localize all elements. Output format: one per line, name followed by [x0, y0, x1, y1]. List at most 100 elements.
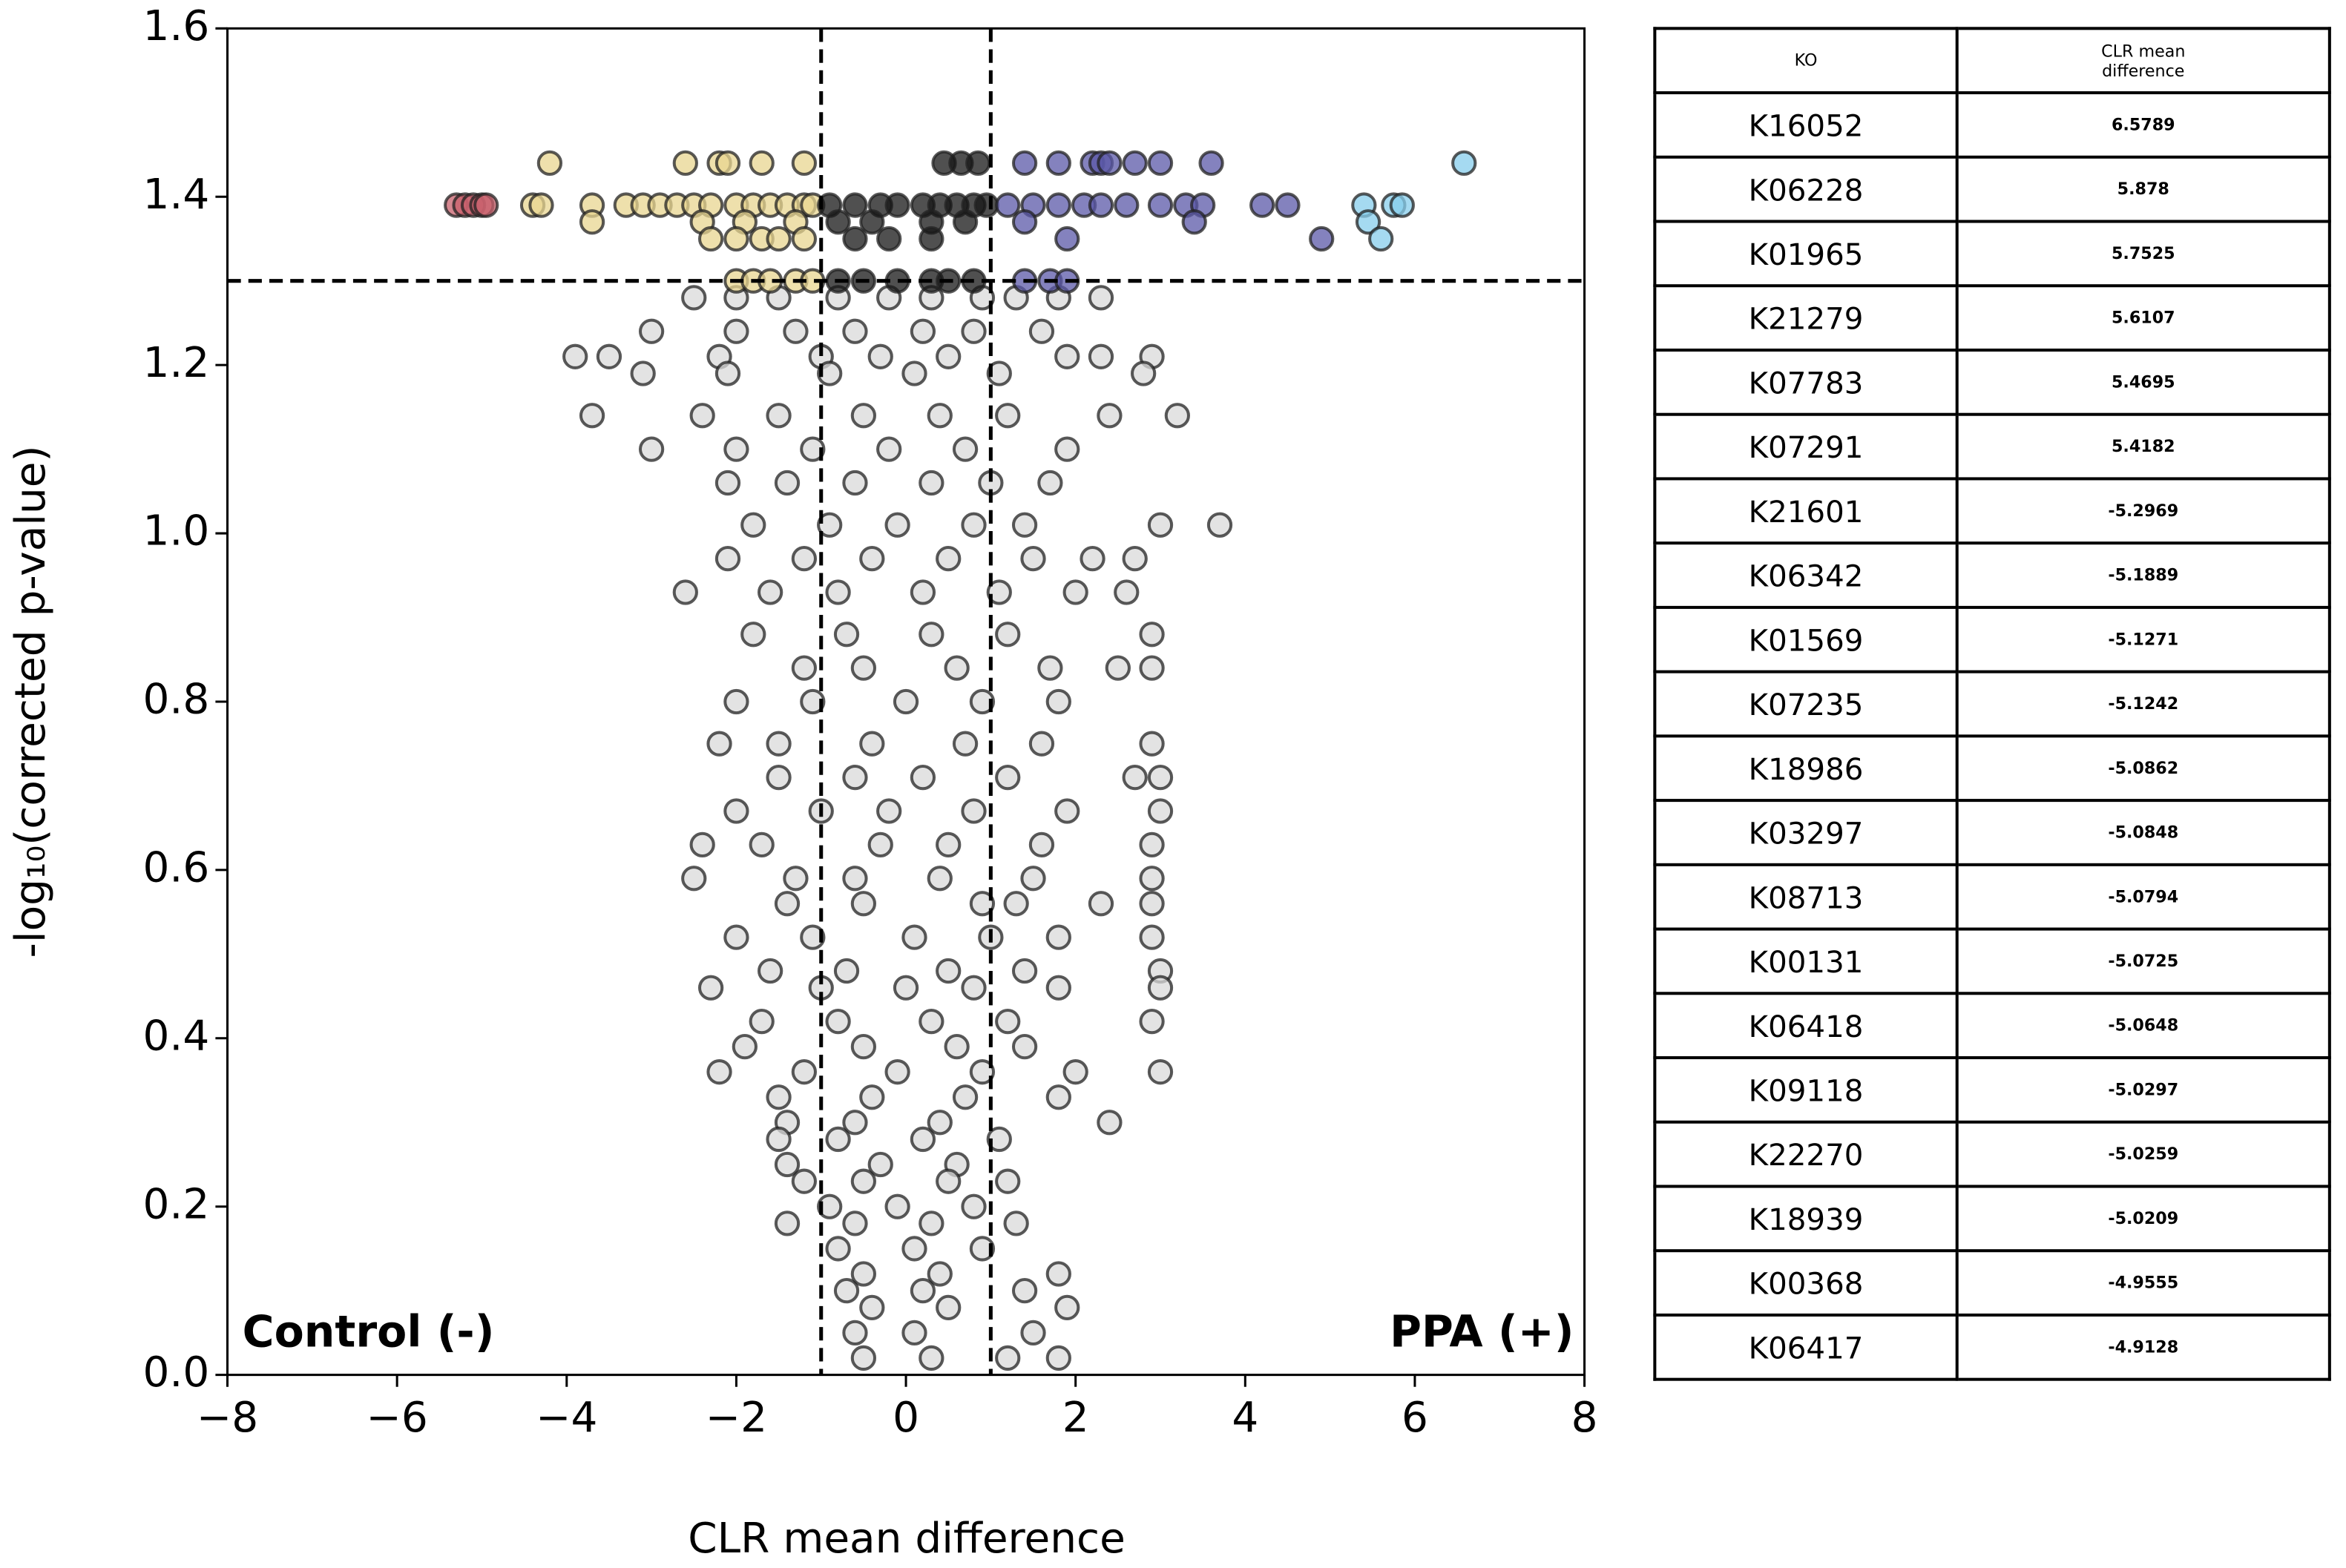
point	[774, 1210, 801, 1236]
value-cell: 6.5789	[1955, 91, 2331, 159]
point	[1451, 150, 1477, 176]
point	[749, 831, 775, 857]
point	[630, 360, 656, 386]
point	[791, 655, 818, 681]
point	[1147, 1059, 1174, 1085]
y-tick-label: 1.6	[143, 2, 210, 50]
ko-cell: K09118	[1653, 1056, 1959, 1124]
point	[1139, 924, 1165, 950]
point	[842, 1210, 868, 1236]
point	[766, 1126, 792, 1153]
point	[1130, 360, 1157, 386]
point	[995, 622, 1021, 648]
table-row: K16052 6.5789	[1653, 91, 2331, 159]
table-row: K06228 5.878	[1653, 155, 2331, 223]
point	[1368, 225, 1394, 252]
point	[961, 798, 987, 824]
point	[825, 1236, 851, 1262]
x-tick-label: 8	[1571, 1394, 1598, 1442]
point	[969, 1236, 996, 1262]
point	[1011, 1278, 1038, 1304]
point	[817, 1193, 843, 1219]
point	[893, 688, 919, 715]
value-cell: -5.2969	[1955, 477, 2331, 545]
table-row: K07291 5.4182	[1653, 412, 2331, 481]
value-cell: -5.0209	[1955, 1185, 2331, 1253]
point	[936, 1294, 962, 1321]
point	[596, 343, 622, 369]
point	[1139, 891, 1165, 917]
point	[944, 655, 970, 681]
point	[842, 470, 868, 496]
point	[842, 225, 868, 252]
point	[876, 798, 902, 824]
point	[723, 924, 749, 950]
point	[681, 285, 707, 311]
table-row: K00131 -5.0725	[1653, 927, 2331, 995]
point	[936, 545, 962, 572]
point	[766, 1084, 792, 1110]
y-tick-label: 0.4	[143, 1012, 210, 1060]
point	[936, 343, 962, 369]
header-cell: KO	[1653, 27, 1959, 95]
point	[901, 360, 927, 386]
point	[884, 192, 910, 218]
point	[723, 798, 749, 824]
point	[681, 866, 707, 892]
table-row: K06417 -4.9128	[1653, 1313, 2331, 1381]
ko-table: KO CLR mean difference K16052 6.5789 K06228 5…	[1653, 27, 2331, 1381]
table-row: K07783 5.4695	[1653, 348, 2331, 416]
annotation: PPA (+)	[1390, 1306, 1574, 1357]
point	[1020, 1320, 1046, 1346]
point	[1114, 192, 1140, 218]
point	[884, 512, 910, 538]
point	[910, 1126, 936, 1153]
point	[766, 731, 792, 757]
point	[783, 866, 809, 892]
point	[850, 1168, 877, 1194]
point	[1088, 285, 1114, 311]
point	[1139, 866, 1165, 892]
point	[800, 924, 826, 950]
point	[944, 1033, 970, 1060]
point	[1206, 512, 1233, 538]
y-tick-label: 1.4	[143, 171, 210, 219]
ko-cell: K06342	[1653, 541, 1959, 609]
value-cell: -5.0794	[1955, 863, 2331, 931]
ko-cell: K08713	[1653, 863, 1959, 931]
point	[766, 225, 792, 252]
point	[697, 225, 724, 252]
point	[1139, 731, 1165, 757]
x-tick-label: −8	[197, 1394, 258, 1442]
point	[1139, 655, 1165, 681]
table-row: K03297 -5.0848	[1653, 799, 2331, 866]
point	[1062, 579, 1088, 605]
point	[817, 512, 843, 538]
point	[1045, 1345, 1071, 1371]
point	[901, 1320, 927, 1346]
header-text: KO	[1794, 50, 1818, 70]
point	[1011, 150, 1038, 176]
point	[952, 1084, 979, 1110]
point	[791, 1168, 818, 1194]
point	[927, 1110, 953, 1136]
point	[867, 343, 893, 369]
point	[1198, 150, 1224, 176]
point	[706, 731, 732, 757]
point	[876, 436, 902, 462]
point	[867, 831, 893, 857]
point	[1054, 225, 1080, 252]
ko-cell: K06418	[1653, 992, 1959, 1060]
ko-cell: K21601	[1653, 477, 1959, 545]
point	[969, 891, 996, 917]
point	[689, 831, 715, 857]
value-cell: 5.6107	[1955, 284, 2331, 352]
x-tick-label: 6	[1402, 1394, 1428, 1442]
point	[714, 360, 741, 386]
point	[1054, 1294, 1080, 1321]
point	[884, 1193, 910, 1219]
table-row: K09118 -5.0297	[1653, 1056, 2331, 1124]
point	[850, 655, 877, 681]
table-row: K07235 -5.1242	[1653, 670, 2331, 738]
